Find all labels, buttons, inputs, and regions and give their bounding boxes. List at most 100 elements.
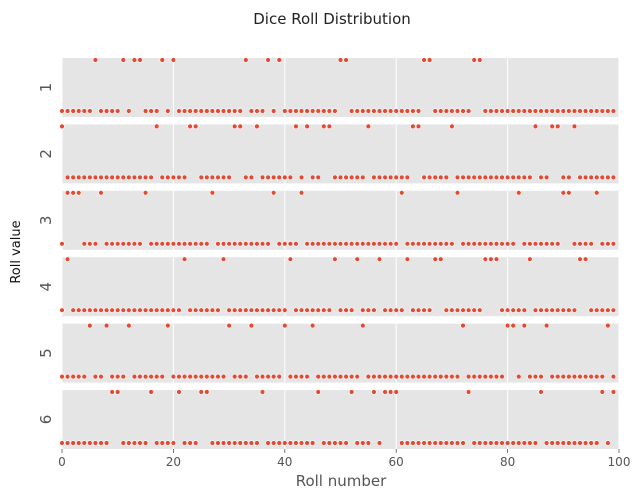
roll-point-hit (543, 322, 550, 329)
roll-point-other (577, 373, 583, 380)
roll-point-other (532, 108, 539, 114)
roll-point-other (399, 307, 405, 313)
roll-point-other (582, 108, 589, 114)
panel-background (62, 124, 619, 184)
roll-point-other (482, 174, 489, 181)
roll-point-other (192, 373, 199, 380)
roll-point-hit (610, 389, 617, 395)
roll-point-hit (187, 123, 193, 130)
roll-point-other (76, 108, 82, 114)
roll-point-other (298, 174, 305, 181)
roll-point-other (109, 241, 115, 247)
roll-point-other (209, 108, 216, 114)
roll-point-other (159, 373, 165, 380)
roll-point-other (192, 241, 199, 247)
roll-point-hit (343, 57, 349, 63)
roll-point-other (560, 440, 566, 446)
roll-point-other (131, 174, 138, 181)
roll-point-other (92, 307, 99, 313)
roll-point-other (549, 373, 555, 380)
roll-point-other (571, 108, 578, 114)
roll-point-other (516, 307, 522, 313)
roll-point-other (309, 440, 316, 446)
roll-point-other (142, 373, 149, 380)
roll-point-hit (532, 123, 539, 130)
roll-point-other (237, 307, 243, 313)
roll-point-other (120, 241, 126, 247)
roll-point-other (343, 440, 349, 446)
roll-point-other (527, 373, 533, 380)
roll-point-other (560, 307, 566, 313)
roll-point-other (148, 373, 154, 380)
roll-point-other (265, 241, 271, 247)
roll-point-other (387, 373, 394, 380)
roll-point-hit (365, 123, 372, 130)
roll-point-hit (259, 389, 266, 395)
roll-point-other (153, 373, 160, 380)
roll-point-other (599, 241, 605, 247)
roll-point-other (555, 108, 561, 114)
roll-point-other (321, 241, 327, 247)
roll-point-other (204, 108, 210, 114)
roll-point-other (131, 373, 138, 380)
roll-point-other (137, 307, 143, 313)
roll-point-other (421, 373, 427, 380)
roll-point-other (315, 108, 321, 114)
roll-point-other (332, 440, 338, 446)
roll-point-other (170, 241, 177, 247)
roll-point-other (543, 241, 550, 247)
roll-point-other (282, 307, 288, 313)
roll-point-other (371, 307, 377, 313)
facet-panels: 1 2 3 4 5 6 (37, 57, 620, 449)
roll-point-other (577, 108, 583, 114)
roll-point-other (399, 373, 405, 380)
roll-point-hit (493, 256, 500, 262)
roll-point-other (521, 440, 528, 446)
roll-point-other (315, 174, 321, 181)
roll-point-other (270, 307, 277, 313)
roll-point-other (465, 307, 472, 313)
roll-point-other (460, 440, 466, 446)
roll-point-other (360, 108, 366, 114)
roll-point-other (415, 307, 422, 313)
roll-point-hit (326, 123, 333, 130)
roll-point-other (527, 241, 533, 247)
roll-point-other (176, 174, 182, 181)
roll-point-other (337, 373, 344, 380)
roll-point-other (438, 174, 444, 181)
roll-point-hit (410, 123, 416, 130)
roll-point-other (87, 241, 93, 247)
roll-point-hit (304, 123, 310, 130)
roll-point-other (521, 174, 528, 181)
roll-point-other (209, 440, 216, 446)
roll-point-other (610, 241, 617, 247)
roll-point-other (326, 241, 333, 247)
roll-point-other (449, 307, 455, 313)
roll-point-other (376, 174, 383, 181)
roll-point-other (165, 307, 171, 313)
roll-point-other (465, 373, 472, 380)
roll-point-other (76, 174, 82, 181)
roll-point-other (59, 440, 65, 446)
roll-point-other (432, 174, 438, 181)
roll-point-other (348, 307, 355, 313)
roll-point-other (332, 241, 338, 247)
roll-point-other (120, 440, 126, 446)
roll-point-other (159, 307, 165, 313)
roll-point-other (571, 307, 578, 313)
roll-point-other (577, 174, 583, 181)
roll-point-hit (165, 322, 171, 329)
facet-panel-2: 2 (37, 123, 620, 184)
roll-point-other (516, 373, 522, 380)
roll-point-other (504, 174, 511, 181)
roll-point-other (309, 174, 316, 181)
roll-point-other (231, 241, 238, 247)
roll-point-other (103, 307, 110, 313)
roll-point-other (315, 307, 321, 313)
roll-point-other (304, 108, 310, 114)
roll-point-other (610, 373, 617, 380)
roll-point-other (70, 108, 76, 114)
roll-point-other (259, 307, 266, 313)
roll-point-other (393, 108, 399, 114)
roll-point-other (443, 440, 450, 446)
